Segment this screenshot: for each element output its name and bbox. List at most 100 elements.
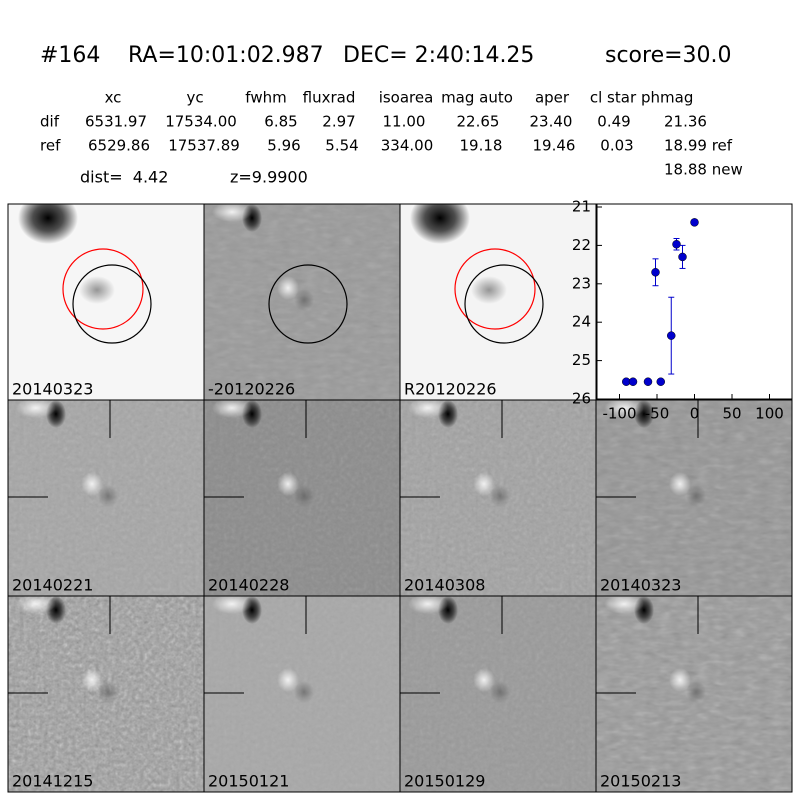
star-residual-light: [212, 400, 252, 418]
y-tick-label: 25: [572, 351, 591, 369]
y-tick-label: 22: [572, 236, 591, 254]
y-tick-label: 21: [572, 198, 591, 216]
stamp-image: [400, 400, 596, 596]
stamp-label: 20141215: [12, 772, 93, 791]
stamp: 20140221: [7, 399, 205, 597]
y-tick-label: 23: [572, 274, 591, 292]
table-cell: 17534.00: [165, 113, 237, 131]
residual-dark: [98, 485, 118, 507]
residual-light: [669, 668, 691, 692]
table-cell: 0.49: [597, 113, 630, 131]
star-residual-light: [212, 204, 252, 222]
x-tick-label: -50: [645, 405, 670, 423]
star-residual-light: [408, 400, 448, 418]
point: [672, 239, 681, 249]
y-tick-label: 26: [572, 390, 591, 408]
star-residual-light: [212, 596, 252, 614]
table-cell: 5.54: [325, 137, 358, 155]
ra: RA=10:01:02.987: [128, 43, 324, 68]
stamp-label: 20140323: [12, 380, 93, 399]
point: [678, 252, 687, 262]
residual-light: [669, 472, 691, 496]
stamp-image: [8, 596, 204, 792]
residual-dark: [294, 485, 314, 507]
residual-dark: [686, 485, 706, 507]
stamp-label: 20150121: [208, 772, 289, 791]
column-header: isoarea: [379, 89, 434, 107]
table-cell: 6.85: [264, 113, 297, 131]
point: [643, 377, 653, 386]
residual-light: [277, 472, 299, 496]
stamp: -20120226: [203, 203, 401, 401]
stamp-label: 20140221: [12, 576, 93, 595]
table-cell: 2.97: [322, 113, 355, 131]
table-cell: 17537.89: [168, 137, 240, 155]
column-header: xc: [105, 89, 122, 107]
residual-dark: [686, 681, 706, 703]
column-header: phmag: [641, 89, 693, 107]
score: score=30.0: [605, 43, 732, 68]
star-residual-light: [16, 596, 56, 614]
host: [471, 276, 507, 304]
stamp-image: [8, 204, 204, 400]
stamp-image: [204, 400, 400, 596]
star: [18, 204, 78, 244]
residual-light: [473, 472, 495, 496]
stamp: 20140308: [399, 399, 597, 597]
column-header: mag auto: [441, 89, 513, 107]
column-header: fwhm: [245, 89, 286, 107]
stamp-label: 20140308: [404, 576, 485, 595]
point: [628, 377, 638, 386]
table-cell: 6531.97: [85, 113, 147, 131]
host: [79, 276, 115, 304]
redshift: z=9.9900: [230, 168, 308, 187]
dec: DEC= 2:40:14.25: [343, 43, 534, 68]
stamp-image: [204, 204, 400, 400]
ref-circle: [454, 248, 536, 330]
stamp-image: [596, 596, 792, 792]
stamp: R20120226: [399, 203, 597, 401]
stamp-image: [400, 596, 596, 792]
residual-dark: [490, 681, 510, 703]
point: [690, 218, 699, 227]
stamp-frame: [595, 595, 793, 793]
table-cell: 11.00: [383, 113, 426, 131]
table-cell: dif: [40, 113, 60, 131]
table-cell: 19.46: [533, 137, 576, 155]
aperture: [72, 264, 152, 344]
table-cell: 22.65: [457, 113, 500, 131]
stamp: 20140323: [7, 203, 205, 401]
column-header: aper: [535, 89, 570, 107]
column-header: cl star: [590, 89, 637, 107]
stamp-label: 20150213: [600, 772, 681, 791]
stamp-image: [204, 596, 400, 792]
stamp: 20141215: [7, 595, 205, 793]
stamp-image: [400, 204, 596, 400]
star-residual-light: [16, 400, 56, 418]
column-header: yc: [186, 89, 203, 107]
table-cell: 18.99 ref: [664, 137, 733, 155]
residual-dark: [294, 681, 314, 703]
stamp-label: -20120226: [208, 380, 295, 399]
residual-dark: [490, 485, 510, 507]
star-residual-light: [604, 400, 644, 418]
candidate-id: #164: [40, 43, 100, 68]
stamp: 20140323: [595, 399, 793, 597]
star-residual-light: [604, 596, 644, 614]
stamp: 20150213: [595, 595, 793, 793]
aperture: [464, 264, 544, 344]
stamp-image: [8, 400, 204, 596]
table-cell: 0.03: [600, 137, 633, 155]
stamp-label: 20140323: [600, 576, 681, 595]
table-cell: ref: [40, 137, 61, 155]
dist: dist= 4.42: [80, 168, 168, 187]
point: [667, 331, 676, 340]
phmag-new: 18.88 new: [664, 161, 743, 179]
stamp-label: 20150129: [404, 772, 485, 791]
residual-light: [277, 668, 299, 692]
table-cell: 19.18: [460, 137, 503, 155]
residual-dark: [294, 289, 314, 311]
residual-light: [81, 472, 103, 496]
table-cell: 334.00: [381, 137, 434, 155]
